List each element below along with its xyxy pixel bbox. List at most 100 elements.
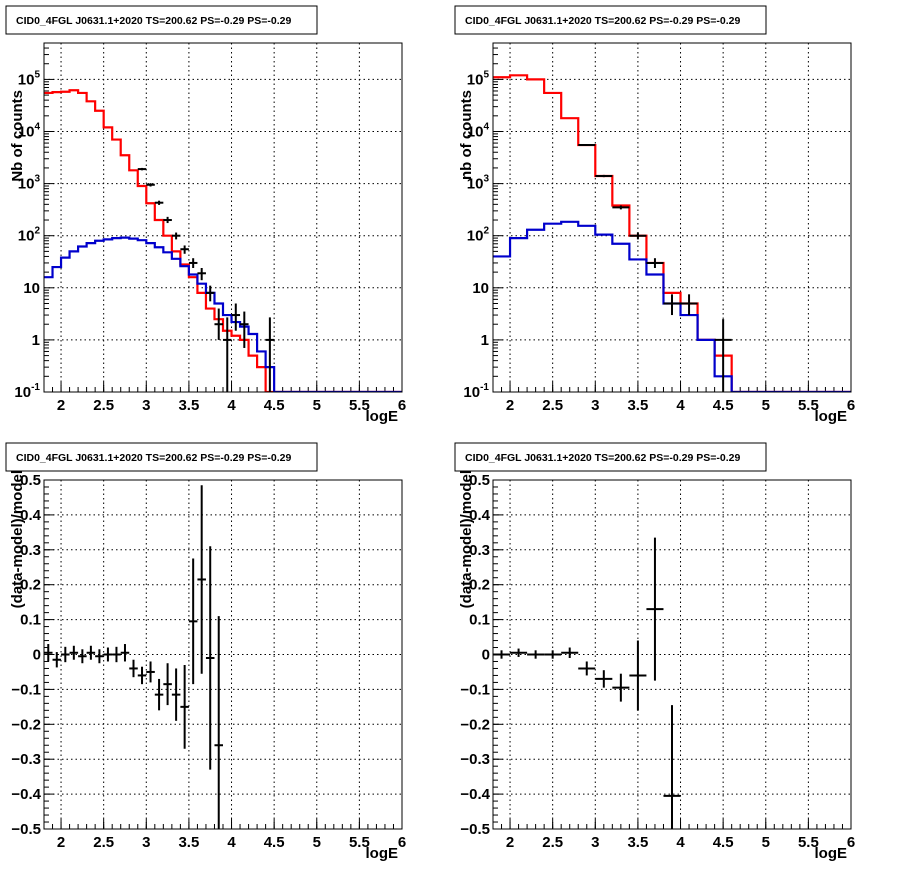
plot-frame bbox=[43, 479, 403, 830]
data-point bbox=[61, 646, 70, 663]
plot-area bbox=[44, 89, 402, 392]
x-tick-label: 4 bbox=[676, 834, 685, 851]
y-tick-label: 105 bbox=[18, 69, 41, 88]
y-tick-label: 0.3 bbox=[469, 542, 490, 559]
data-point bbox=[214, 308, 223, 340]
data-point bbox=[146, 183, 155, 187]
data-point bbox=[154, 200, 164, 205]
x-tick-label: 5.5 bbox=[798, 834, 819, 851]
data-point bbox=[578, 144, 596, 147]
y-tick-label: −0.1 bbox=[11, 681, 41, 698]
y-axis: 10-1 1 10 102 103 104 105 bbox=[463, 42, 851, 401]
data-point bbox=[527, 650, 545, 659]
x-tick-label: 3 bbox=[142, 397, 150, 414]
data-point bbox=[197, 485, 206, 674]
y-tick-label: 0.1 bbox=[469, 612, 490, 629]
data-point bbox=[137, 666, 147, 685]
x-tick-label: 4.5 bbox=[713, 834, 734, 851]
data-point bbox=[146, 661, 155, 683]
x-tick-label: 5 bbox=[762, 397, 770, 414]
y-tick-label: 10-1 bbox=[14, 382, 40, 401]
y-tick-label: −0.2 bbox=[460, 716, 490, 733]
y-tick-label: −0.1 bbox=[460, 681, 490, 698]
x-tick-label: 2.5 bbox=[542, 834, 563, 851]
data-point bbox=[663, 294, 681, 316]
x-tick-label: 4 bbox=[227, 834, 236, 851]
y-tick-label: −0.5 bbox=[11, 821, 41, 838]
data-point bbox=[120, 644, 130, 662]
data-point bbox=[171, 668, 181, 721]
data-point bbox=[680, 294, 698, 316]
plot-frame bbox=[492, 42, 852, 393]
x-tick-label: 5 bbox=[762, 834, 770, 851]
x-axis-label: logE bbox=[815, 845, 848, 862]
y-tick-label: 105 bbox=[467, 69, 490, 88]
data-point bbox=[612, 673, 630, 702]
data-point bbox=[154, 678, 164, 711]
panel-2: CID0_4FGL J0631.1+2020 TS=200.62 PS=-0.2… bbox=[454, 5, 855, 425]
data-point bbox=[44, 644, 53, 662]
panel-1: CID0_4FGL J0631.1+2020 TS=200.62 PS=-0.2… bbox=[5, 5, 406, 425]
x-tick-label: 6 bbox=[847, 834, 855, 851]
y-tick-label: 102 bbox=[18, 226, 41, 245]
data-point bbox=[612, 205, 630, 210]
x-tick-label: 2.5 bbox=[93, 834, 114, 851]
step-series-2 bbox=[493, 220, 851, 392]
x-tick-label: 3.5 bbox=[178, 834, 199, 851]
x-tick-label: 2.5 bbox=[93, 397, 114, 414]
y-axis: −0.5 −0.4 −0.3 −0.2 −0.1 0 0.1 0.2 0.3 0.4 0.5 bbox=[460, 472, 851, 838]
y-tick-label: 10 bbox=[23, 280, 40, 297]
x-axis-label: logE bbox=[366, 408, 399, 425]
y-tick-label: 0 bbox=[482, 647, 490, 664]
data-point bbox=[103, 647, 113, 662]
x-tick-label: 3 bbox=[591, 397, 599, 414]
x-tick-label: 6 bbox=[398, 834, 406, 851]
x-tick-label: 2 bbox=[506, 834, 514, 851]
x-tick-label: 4 bbox=[676, 397, 685, 414]
data-point bbox=[52, 652, 62, 668]
y-tick-label: 1 bbox=[32, 332, 40, 349]
title-box bbox=[454, 5, 767, 35]
data-point bbox=[663, 705, 681, 829]
y-tick-label: 1 bbox=[481, 332, 489, 349]
plot-area bbox=[44, 485, 223, 829]
step-series-2 bbox=[44, 236, 402, 392]
data-points bbox=[578, 144, 732, 392]
data-point bbox=[95, 649, 104, 664]
data-point bbox=[629, 232, 647, 240]
data-point bbox=[646, 258, 664, 268]
data-point bbox=[714, 319, 732, 392]
y-tick-label: 102 bbox=[467, 226, 490, 245]
x-tick-label: 5.5 bbox=[349, 397, 370, 414]
data-point bbox=[544, 650, 562, 659]
data-point bbox=[265, 317, 275, 392]
data-point bbox=[223, 317, 232, 392]
x-tick-label: 4.5 bbox=[264, 397, 285, 414]
y-tick-label: 10-1 bbox=[463, 382, 489, 401]
chart-title: CID0_4FGL J0631.1+2020 TS=200.62 PS=-0.2… bbox=[465, 452, 740, 464]
data-point bbox=[595, 174, 613, 178]
data-points bbox=[44, 485, 223, 829]
y-axis-label: nb of counts bbox=[458, 90, 475, 180]
y-tick-label: 10 bbox=[472, 280, 489, 297]
y-axis-label: (data-model)/model bbox=[9, 470, 26, 608]
chart-title: CID0_4FGL J0631.1+2020 TS=200.62 PS=-0.2… bbox=[465, 15, 740, 27]
data-point bbox=[188, 558, 198, 685]
x-tick-label: 6 bbox=[847, 397, 855, 414]
data-point bbox=[646, 537, 664, 681]
y-tick-label: −0.4 bbox=[11, 786, 41, 803]
x-axis: 2 2.5 3 3.5 4 4.5 5 5.5 6 bbox=[492, 43, 855, 414]
x-tick-label: 5.5 bbox=[798, 397, 819, 414]
data-point bbox=[205, 285, 215, 302]
chart-title: CID0_4FGL J0631.1+2020 TS=200.62 PS=-0.2… bbox=[16, 452, 291, 464]
data-point bbox=[188, 258, 198, 268]
data-point bbox=[163, 216, 172, 224]
data-point bbox=[629, 640, 647, 711]
data-point bbox=[561, 647, 579, 658]
x-tick-label: 5.5 bbox=[349, 834, 370, 851]
x-tick-label: 4.5 bbox=[713, 397, 734, 414]
y-tick-label: −0.3 bbox=[460, 751, 490, 768]
x-tick-label: 3 bbox=[142, 834, 150, 851]
data-point bbox=[578, 661, 596, 676]
